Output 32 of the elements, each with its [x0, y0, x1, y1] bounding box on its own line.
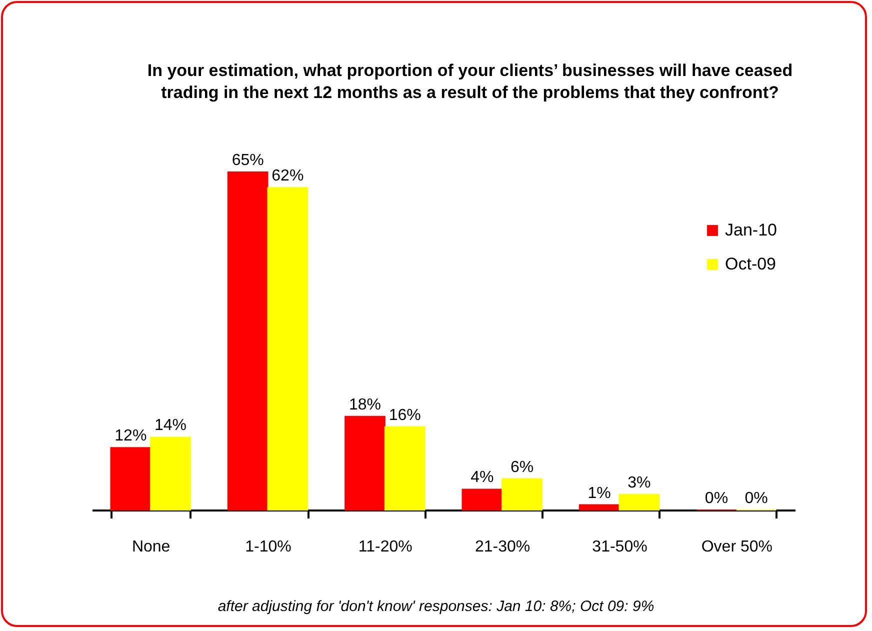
text: after adjusting for 'don't know' responses: Jan 10: 8%; Oct 09: 9%	[216, 598, 656, 615]
data-label: 18%	[348, 396, 382, 414]
bar	[267, 187, 308, 510]
data-label: 3%	[628, 474, 651, 492]
legend-label: Oct-09	[725, 254, 776, 274]
bar	[344, 416, 386, 510]
x-tick-label: Over 50%	[701, 538, 772, 556]
legend-label: Jan-10	[725, 220, 777, 240]
data-label: 62%	[272, 168, 304, 185]
x-tick-label: 21-30%	[475, 538, 530, 556]
x-tick-label: 1-10%	[245, 538, 292, 556]
data-label: 1%	[588, 484, 611, 502]
data-label: 16%	[388, 406, 421, 424]
data-label: 4%	[470, 469, 494, 486]
bar	[502, 478, 542, 510]
bar	[384, 426, 426, 510]
x-tick-label: 31-50%	[592, 538, 648, 556]
data-label: 65%	[232, 152, 264, 169]
x-tick-label: 11-20%	[358, 538, 412, 556]
x-tick-label: None	[132, 538, 170, 556]
bar	[618, 494, 660, 510]
bar	[578, 504, 620, 510]
bar	[462, 488, 503, 510]
data-label: 12%	[114, 428, 147, 445]
data-label: 0%	[704, 490, 728, 507]
data-label: 6%	[510, 458, 534, 476]
data-label: 0%	[744, 490, 768, 507]
bar	[227, 172, 268, 510]
bar	[150, 436, 191, 510]
chart-title: In your estimation, what proportion of your clients’ businesses will have ceased trading in the next 12 months as a result of the problems that they confront?	[146, 60, 794, 104]
bar	[110, 447, 152, 510]
data-label: 14%	[154, 417, 187, 434]
